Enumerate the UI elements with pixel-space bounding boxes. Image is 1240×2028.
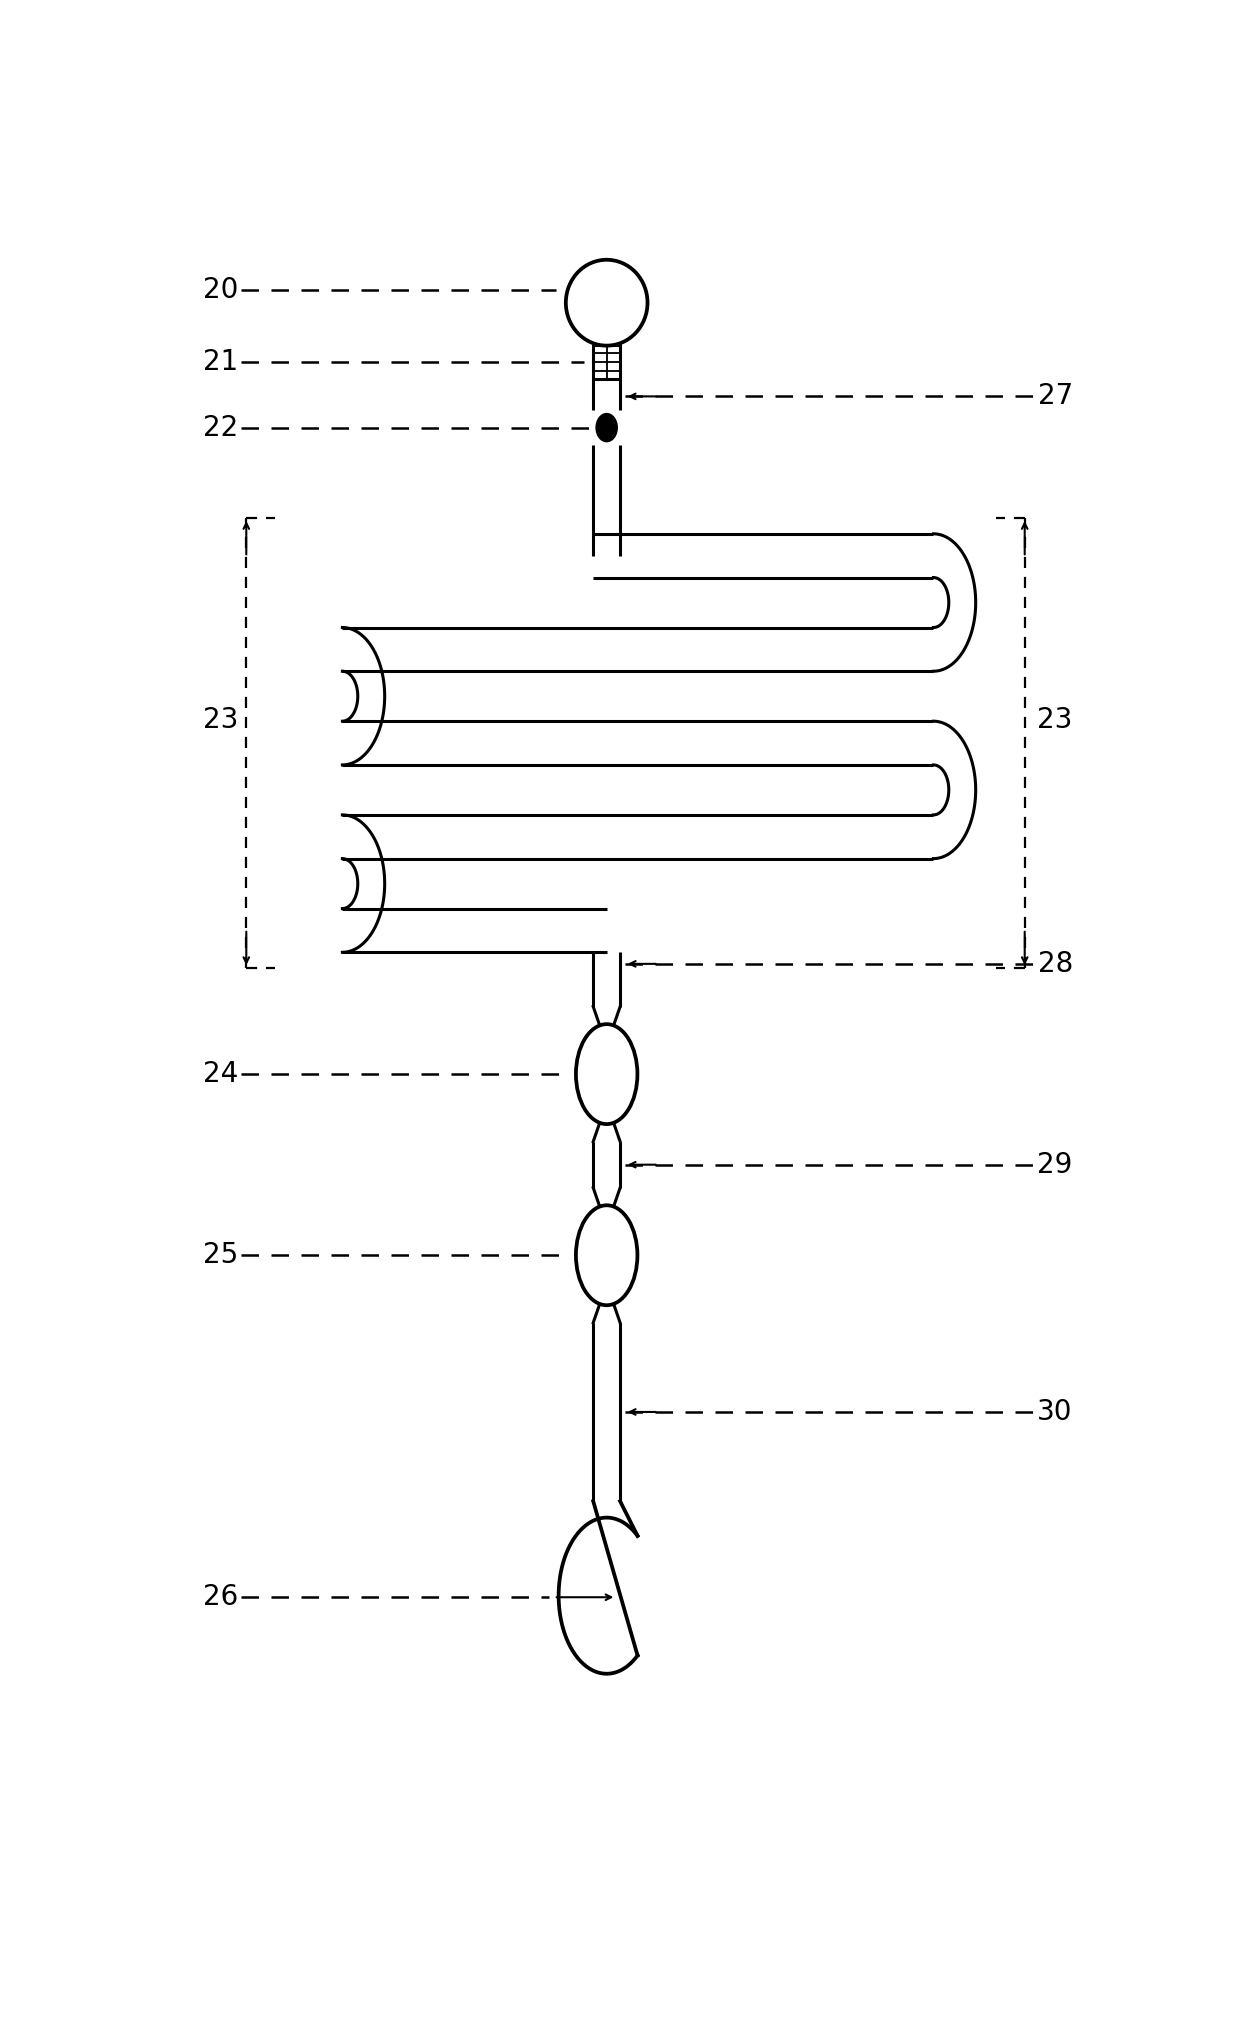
Ellipse shape [596, 414, 618, 442]
Text: 24: 24 [203, 1061, 238, 1089]
Bar [593, 345, 620, 379]
Text: 22: 22 [203, 414, 238, 442]
Text: 29: 29 [1038, 1150, 1073, 1178]
Text: 27: 27 [1038, 383, 1073, 410]
Text: 30: 30 [1037, 1397, 1073, 1426]
Text: 23: 23 [1038, 706, 1073, 734]
Text: 25: 25 [203, 1241, 238, 1270]
Text: 20: 20 [203, 276, 238, 304]
Text: 28: 28 [1038, 949, 1073, 977]
Text: 21: 21 [203, 349, 238, 375]
Text: 26: 26 [203, 1584, 238, 1610]
Text: 23: 23 [203, 706, 238, 734]
